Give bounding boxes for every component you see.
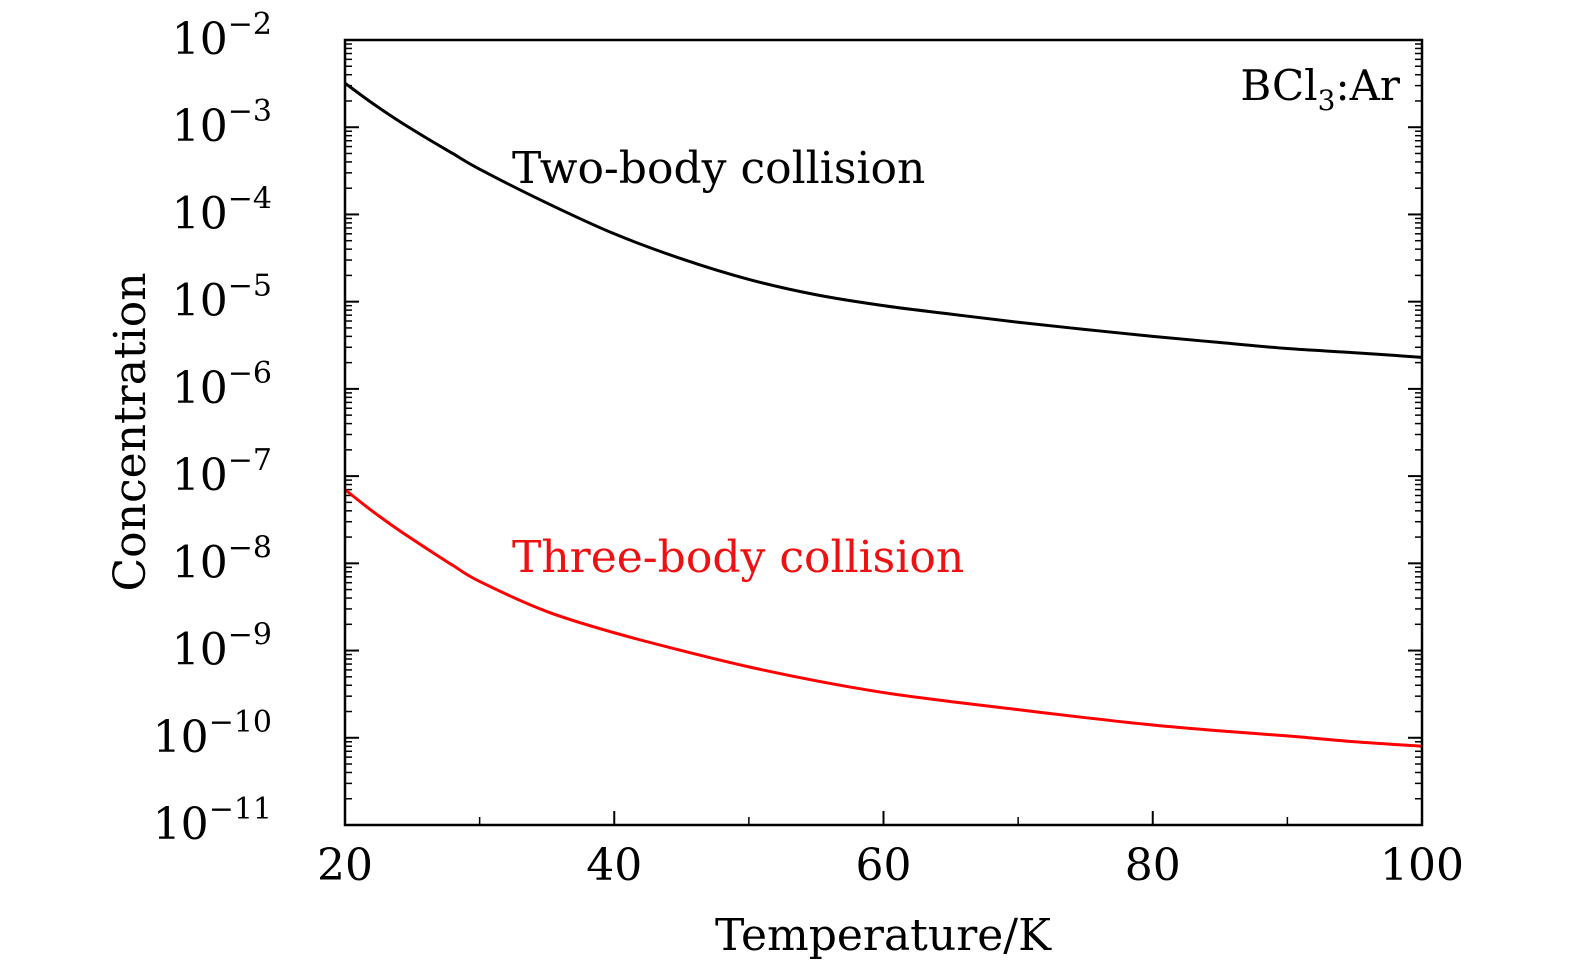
y-tick-label-base: 10 (172, 14, 228, 65)
three-body-annotation: Three-body collision (512, 532, 964, 583)
y-tick-label: 10−7 (172, 443, 272, 501)
y-tick-label: 10−9 (172, 618, 272, 676)
y-tick-label: 10−6 (172, 356, 272, 414)
y-tick-label-base: 10 (172, 537, 228, 588)
y-tick-label-exponent: −8 (228, 530, 272, 565)
system-label-main: BCl (1240, 61, 1317, 110)
y-axis-label: Concentration (105, 272, 156, 591)
y-tick-label-exponent: −9 (228, 618, 272, 653)
x-tick-labels: 20 40 60 80 100 (317, 840, 1464, 891)
y-tick-label-exponent: −2 (228, 7, 272, 42)
y-tick-label: 10−11 (153, 792, 272, 850)
y-tick-label-exponent: −7 (228, 443, 272, 478)
y-tick-label-exponent: −6 (228, 356, 272, 391)
three-body-series-line (344, 488, 1423, 748)
system-label-rest: :Ar (1335, 61, 1400, 110)
y-tick-label-base: 10 (153, 712, 209, 763)
x-axis-label: Temperature/K (715, 910, 1052, 961)
y-tick-labels: 10−1110−1010−910−810−710−610−510−410−310… (153, 7, 272, 850)
y-tick-label: 10−10 (153, 705, 272, 763)
two-body-series-line (344, 81, 1423, 359)
y-tick-label-exponent: −10 (209, 705, 272, 740)
y-tick-label-exponent: −5 (228, 269, 272, 304)
y-tick-label-base: 10 (172, 101, 228, 152)
y-tick-label: 10−8 (172, 530, 272, 588)
y-tick-label-base: 10 (172, 276, 228, 327)
y-tick-label-base: 10 (153, 799, 209, 850)
y-tick-label: 10−2 (172, 7, 272, 65)
y-tick-label-exponent: −11 (209, 792, 272, 827)
y-tick-label: 10−3 (172, 94, 272, 152)
y-tick-label-base: 10 (172, 363, 228, 414)
system-label-subscript: 3 (1318, 84, 1336, 117)
plot-frame (343, 38, 1424, 827)
y-tick-label: 10−4 (172, 181, 272, 239)
x-tick-label: 60 (856, 840, 912, 891)
y-tick-label-base: 10 (172, 625, 228, 676)
y-tick-label-exponent: −3 (228, 94, 272, 129)
y-tick-label-exponent: −4 (228, 181, 272, 216)
y-tick-label-base: 10 (172, 188, 228, 239)
x-tick-label: 100 (1380, 840, 1464, 891)
series-layer (344, 81, 1423, 748)
x-tick-label: 20 (317, 840, 373, 891)
y-tick-label: 10−5 (172, 269, 272, 327)
two-body-annotation: Two-body collision (512, 143, 925, 194)
y-tick-label-base: 10 (172, 450, 228, 501)
system-label: BCl3:Ar (1240, 61, 1401, 117)
x-tick-label: 40 (586, 840, 642, 891)
x-tick-label: 80 (1125, 840, 1181, 891)
